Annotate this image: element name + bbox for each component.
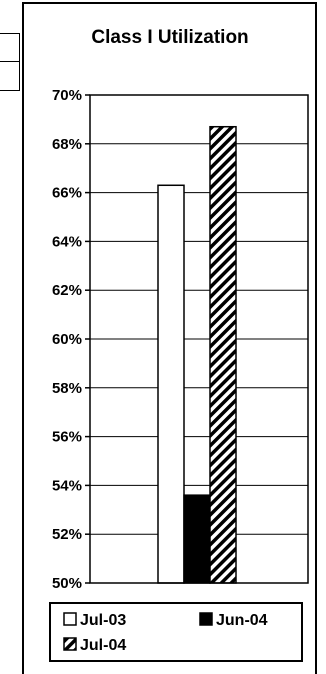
legend-label-jul-04: Jul-04 xyxy=(80,637,126,654)
cut-off-box-bottom xyxy=(0,61,20,91)
legend-label-jul-03: Jul-03 xyxy=(80,612,126,629)
legend-swatch-jul-03 xyxy=(63,612,77,626)
y-tick-label: 54% xyxy=(52,477,82,494)
chart-title: Class I Utilization xyxy=(91,27,248,48)
y-tick-label: 62% xyxy=(52,282,82,299)
y-tick-label: 66% xyxy=(52,185,82,202)
y-tick-label: 68% xyxy=(52,136,82,153)
y-tick-label: 58% xyxy=(52,380,82,397)
legend-box xyxy=(49,602,303,662)
y-tick-label: 64% xyxy=(52,233,82,250)
bar-jul-04 xyxy=(209,125,237,584)
legend-swatch-jul-04 xyxy=(63,637,77,651)
y-tick-label: 70% xyxy=(52,87,82,104)
y-tick-label: 56% xyxy=(52,429,82,446)
y-tick-label: 52% xyxy=(52,526,82,543)
bar-jun-04 xyxy=(183,494,211,584)
legend-swatch-jun-04 xyxy=(199,612,213,626)
bar-jul-03 xyxy=(157,184,185,584)
legend-label-jun-04: Jun-04 xyxy=(216,612,268,629)
y-tick-label: 60% xyxy=(52,331,82,348)
y-tick-label: 50% xyxy=(52,575,82,592)
